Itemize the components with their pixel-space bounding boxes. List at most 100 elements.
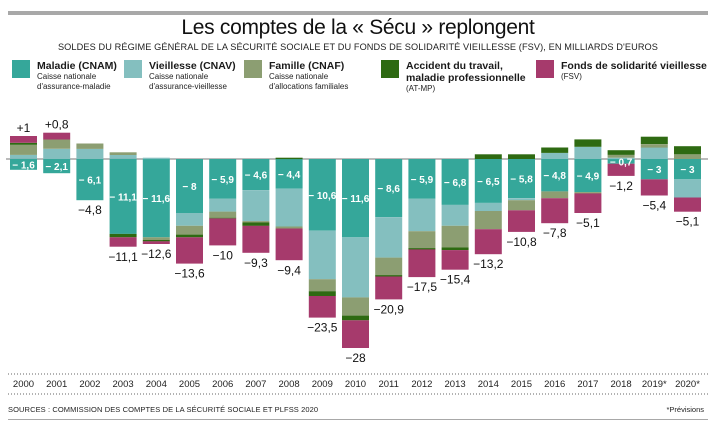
year-tick-label: 2020* (675, 379, 700, 390)
bar-segment-fsv (142, 241, 170, 244)
bar-segment-fsv (209, 218, 237, 246)
year-tick-label: 2002 (79, 379, 100, 390)
legend-swatch-fsv (536, 60, 554, 78)
year-tick-label: 2006 (212, 379, 233, 390)
bar-segment-cnam (242, 159, 270, 190)
bar-segment-cnam (10, 159, 37, 170)
bottom-rule (8, 419, 708, 420)
bar-segment-atmp (441, 247, 469, 251)
cnam-value-label: − 5,9 (411, 175, 434, 186)
bar-segment-cnam (408, 159, 436, 199)
bar-segment-cnav (43, 148, 71, 159)
legend-item-atmp: Accident du travail, maladie professionn… (381, 60, 526, 94)
legend-item-cnam: Maladie (CNAM) Caisse nationale d'assura… (12, 60, 117, 92)
total-label: −20,9 (374, 302, 405, 316)
bar-segment-cnav (541, 152, 569, 159)
bar-segment-atmp (508, 154, 535, 159)
legend-sublabel: Caisse nationale (149, 72, 209, 81)
total-label: −15,4 (440, 273, 471, 287)
total-label: +0,8 (45, 118, 69, 132)
year-tick-label: 2010 (345, 379, 366, 390)
bar-segment-cnaf (640, 144, 668, 148)
bar-segment-cnav (242, 190, 270, 222)
bar-segment-cnam (43, 159, 71, 174)
bar-segment-atmp (674, 146, 701, 155)
cnam-value-label: − 10,6 (308, 191, 337, 202)
bar-segment-cnam (640, 159, 668, 180)
bar-segment-fsv (441, 250, 469, 270)
year-tick-label: 2013 (445, 379, 466, 390)
cnam-value-label: − 4,6 (245, 171, 268, 182)
bar-segment-atmp (242, 222, 270, 226)
bar-segment-fsv (275, 228, 303, 261)
bar-segment-cnaf (408, 231, 436, 249)
bar-segment-cnaf (43, 139, 71, 149)
year-tick-label: 2004 (146, 379, 167, 390)
bar-segment-cnam (441, 159, 469, 205)
total-label: −5,1 (676, 215, 700, 229)
bar-segment-atmp (607, 150, 635, 155)
bar-segment-fsv (109, 237, 137, 247)
bar-segment-atmp (10, 142, 37, 145)
bar-segment-cnaf (76, 143, 104, 149)
legend-swatch-cnam (12, 60, 30, 78)
bar-segment-fsv (242, 225, 270, 253)
total-label: −13,2 (473, 257, 504, 271)
bar-segment-cnav (275, 188, 303, 227)
total-label: −13,6 (174, 267, 205, 281)
legend-label: Vieillesse (CNAV) (149, 60, 236, 72)
cnam-value-label: − 1,6 (12, 160, 35, 171)
bar-segment-cnam (142, 159, 170, 238)
bar-segment-cnav (508, 198, 535, 201)
bar-segment-cnaf (574, 192, 602, 194)
cnam-value-label: − 3 (647, 165, 662, 176)
cnam-value-label: − 4,9 (577, 172, 600, 183)
bar-segment-atmp (574, 139, 602, 147)
bar-segment-cnav (574, 146, 602, 159)
total-label: −28 (345, 351, 366, 365)
bar-segment-cnam (574, 159, 602, 193)
bar-segment-cnaf (109, 152, 137, 155)
bar-segment-fsv (574, 193, 602, 213)
legend-label-line2: maladie professionnelle (406, 72, 526, 84)
year-tick-label: 2005 (179, 379, 200, 390)
year-tick-label: 2012 (411, 379, 432, 390)
total-label: −1,2 (609, 179, 633, 193)
bar-segment-cnaf (275, 226, 303, 229)
bar-segment-atmp (176, 234, 203, 238)
bar-segment-cnav (209, 198, 237, 212)
bar-segment-fsv (541, 198, 569, 224)
year-tick-label: 2019* (642, 379, 667, 390)
bar-segment-cnam (342, 159, 369, 238)
legend-sublabel: d'assurance-maladie (37, 82, 111, 91)
legend-sublabel: Caisse nationale (37, 72, 97, 81)
bar-segment-cnav (142, 157, 170, 160)
bar-segment-fsv (408, 249, 436, 278)
cnam-value-label: − 2,1 (45, 162, 68, 173)
bar-segment-atmp (342, 315, 369, 321)
year-tick-label: 2014 (478, 379, 499, 390)
bar-segment-cnam (674, 159, 701, 180)
bar-segment-cnav (441, 204, 469, 226)
total-label: −9,4 (277, 263, 301, 277)
bar-segment-cnam (209, 159, 237, 199)
bar-segment-cnaf (607, 155, 635, 158)
legend-item-cnaf: Famille (CNAF) Caisse nationale d'alloca… (244, 60, 348, 92)
total-label: −10,8 (506, 235, 537, 249)
bar-segment-cnaf (142, 237, 170, 240)
total-label: +1 (17, 121, 31, 135)
bar-segment-cnav (607, 157, 635, 160)
legend-sublabel: Caisse nationale (269, 72, 329, 81)
legend-swatch-atmp (381, 60, 399, 78)
bar-segment-cnam (474, 159, 502, 203)
bar-segment-fsv (375, 276, 403, 300)
year-tick-label: 2003 (113, 379, 134, 390)
total-label: −11,1 (108, 250, 138, 264)
bar-segment-cnaf (375, 257, 403, 276)
bar-segment-cnav (408, 198, 436, 232)
total-label: −4,8 (78, 203, 102, 217)
legend-item-fsv: Fonds de solidarité vieillesse (FSV) (536, 60, 707, 82)
bar-segment-cnaf (308, 279, 336, 292)
total-label: −5,1 (576, 216, 600, 230)
